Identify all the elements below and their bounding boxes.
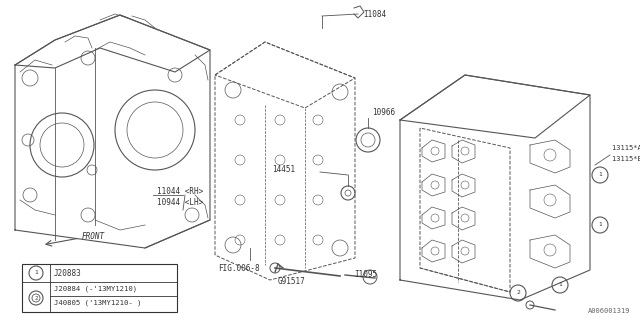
Text: 1: 1 xyxy=(34,270,38,276)
Text: 2: 2 xyxy=(35,295,38,300)
Text: J40805 ('13MY1210- ): J40805 ('13MY1210- ) xyxy=(54,299,141,306)
Text: 13115*B <LH>: 13115*B <LH> xyxy=(612,156,640,162)
Text: I1095: I1095 xyxy=(354,270,377,279)
Text: 14451: 14451 xyxy=(272,165,295,174)
Text: J20884 (-'13MY1210): J20884 (-'13MY1210) xyxy=(54,285,137,292)
Bar xyxy=(22,264,177,312)
Text: FIG.006-8: FIG.006-8 xyxy=(218,264,260,273)
Text: A006001319: A006001319 xyxy=(588,308,630,314)
Text: G91517: G91517 xyxy=(278,277,306,286)
Text: 10966: 10966 xyxy=(372,108,395,117)
Text: FRONT: FRONT xyxy=(82,232,105,241)
Text: I1084: I1084 xyxy=(363,10,386,19)
Text: 13115*A <RH>: 13115*A <RH> xyxy=(612,145,640,151)
Text: 1: 1 xyxy=(558,283,562,287)
Text: 2: 2 xyxy=(516,291,520,295)
Text: J20883: J20883 xyxy=(54,269,82,278)
Text: 1: 1 xyxy=(598,172,602,178)
Text: 10944 <LH>: 10944 <LH> xyxy=(157,198,204,207)
Text: 11044 <RH>: 11044 <RH> xyxy=(157,187,204,196)
Text: 1: 1 xyxy=(598,222,602,228)
